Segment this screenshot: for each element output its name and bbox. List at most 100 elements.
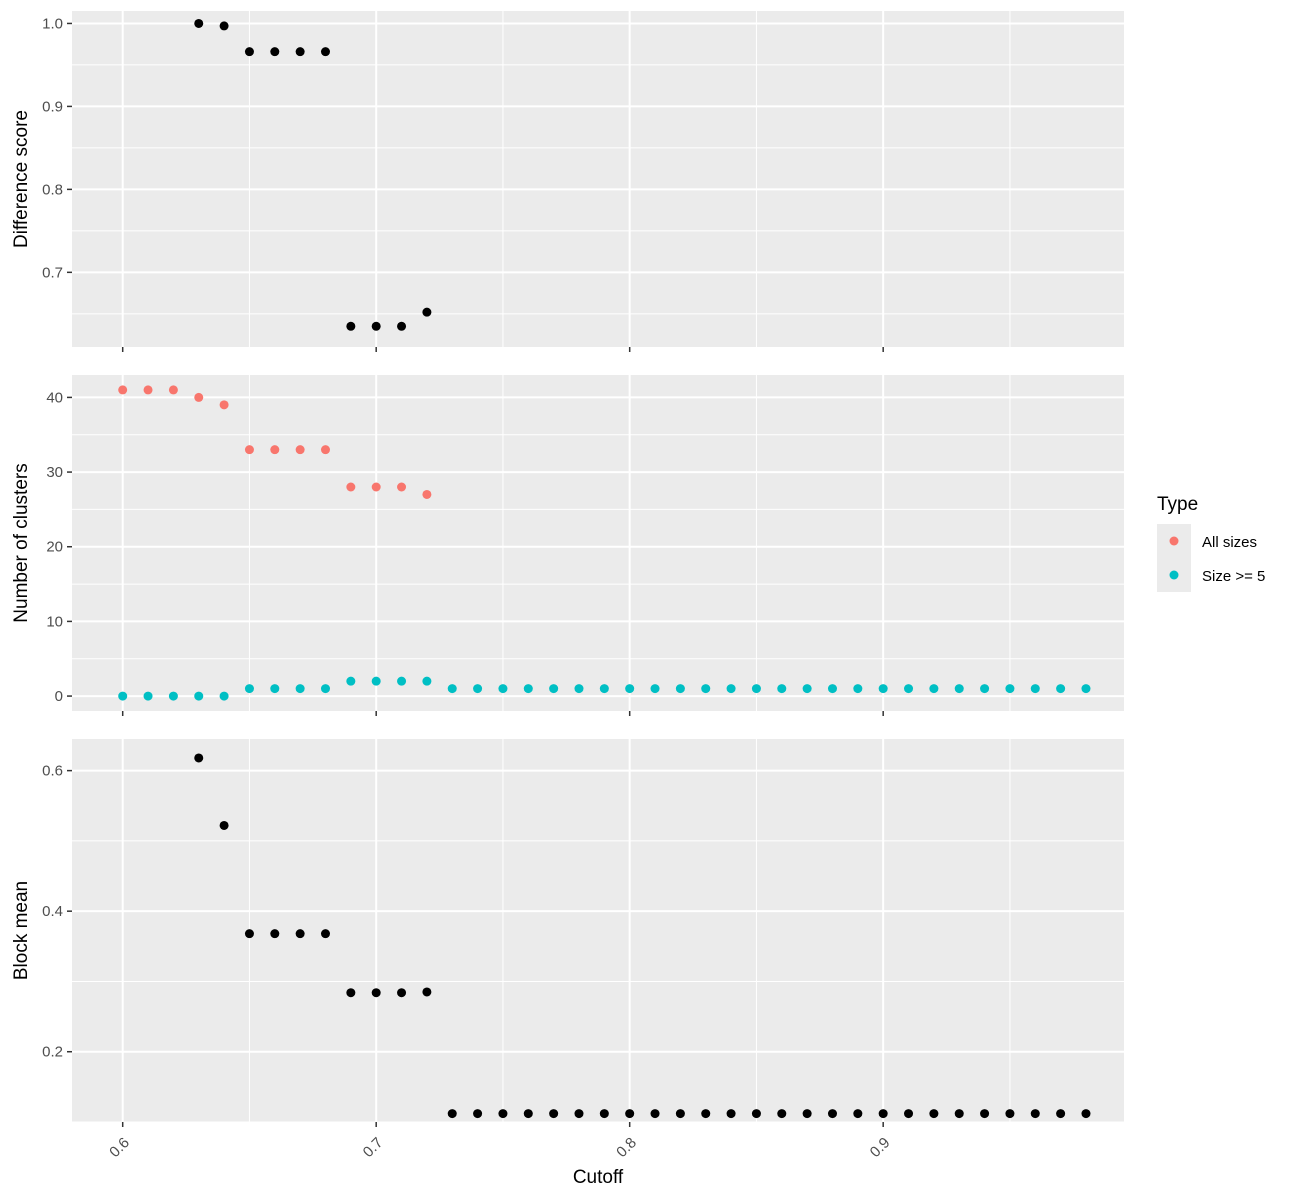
data-point [549,1109,559,1119]
x-tick-label: 0.9 [867,1134,894,1161]
data-point [777,684,787,694]
data-point [295,929,305,939]
data-point [980,1109,990,1119]
data-point [599,1109,609,1119]
series-points [118,385,432,499]
data-point [853,1109,863,1119]
data-point [422,307,432,317]
data-point [675,684,685,694]
data-point [143,691,153,701]
data-point [397,988,407,998]
x-tick-label: 0.7 [360,1134,387,1161]
data-point [397,321,407,331]
y-axis-title: Difference score [11,110,32,248]
panel-background [72,11,1124,347]
data-point [574,684,584,694]
data-point [447,684,457,694]
data-point [194,753,204,763]
legend: Type All sizes Size >= 5 [1157,494,1265,592]
data-point [244,929,254,939]
y-tick-label: 0 [55,688,63,705]
data-point [346,321,356,331]
data-point [827,1109,837,1119]
data-point [498,1109,508,1119]
y-tick-label: 0.2 [42,1044,63,1061]
legend-dot-size-5 [1169,570,1179,580]
data-point [194,691,204,701]
data-point [625,1109,635,1119]
data-point [599,684,609,694]
data-point [701,684,711,694]
data-point [118,385,128,395]
legend-label-all-sizes: All sizes [1202,534,1257,551]
y-tick-label: 0.6 [42,763,63,780]
data-point [320,47,330,57]
data-point [473,1109,483,1119]
data-point [168,691,178,701]
data-point [371,988,381,998]
data-point [346,988,356,998]
data-point [751,684,761,694]
data-point [549,684,559,694]
data-point [320,929,330,939]
data-point [219,820,229,830]
y-axis-title: Block mean [11,881,32,980]
legend-dot-all-sizes [1169,536,1179,546]
data-point [473,684,483,694]
data-point [777,1109,787,1119]
data-point [1081,684,1091,694]
y-tick-label: 0.8 [42,181,63,198]
data-point [371,676,381,686]
data-point [625,684,635,694]
data-point [1030,684,1040,694]
y-tick-label: 20 [46,539,63,556]
legend-label-size-5: Size >= 5 [1202,568,1265,585]
data-point [118,691,128,701]
y-axis-title: Number of clusters [11,463,32,622]
data-point [270,684,280,694]
y-tick-label: 0.9 [42,98,63,115]
data-point [1081,1109,1091,1119]
panel-background [72,375,1124,711]
data-point [1030,1109,1040,1119]
data-point [371,482,381,492]
x-axis-title: Cutoff [573,1167,624,1188]
data-point [726,1109,736,1119]
data-point [523,1109,533,1119]
y-tick-label: 30 [46,464,63,481]
data-point [726,684,736,694]
data-point [929,684,939,694]
data-point [194,392,204,402]
legend-title: Type [1157,494,1198,515]
data-point [143,385,153,395]
data-point [219,400,229,410]
data-point [650,1109,660,1119]
series-points [118,676,1091,701]
data-point [244,47,254,57]
data-point [1005,1109,1015,1119]
y-tick-label: 0.4 [42,903,63,920]
data-point [1056,684,1066,694]
data-point [320,445,330,455]
data-point [168,385,178,395]
y-tick-label: 0.7 [42,264,63,281]
data-point [650,684,660,694]
data-point [853,684,863,694]
data-point [751,1109,761,1119]
data-point [295,445,305,455]
data-point [270,47,280,57]
panel-number-of-clusters: 0 10 20 30 40 Number of clusters [11,375,1124,716]
data-point [422,676,432,686]
x-tick-label: 0.6 [106,1134,133,1161]
data-point [1005,684,1015,694]
data-point [295,684,305,694]
data-point [295,47,305,57]
data-point [904,684,914,694]
data-point [523,684,533,694]
data-point [574,1109,584,1119]
y-tick-label: 10 [46,613,63,630]
data-point [827,684,837,694]
panel-block-mean: 0.2 0.4 0.6 0.6 0.7 0.8 0.9 Block mean [11,739,1124,1161]
panel-difference-score: 0.7 0.8 0.9 1.0 Difference score [11,11,1124,352]
